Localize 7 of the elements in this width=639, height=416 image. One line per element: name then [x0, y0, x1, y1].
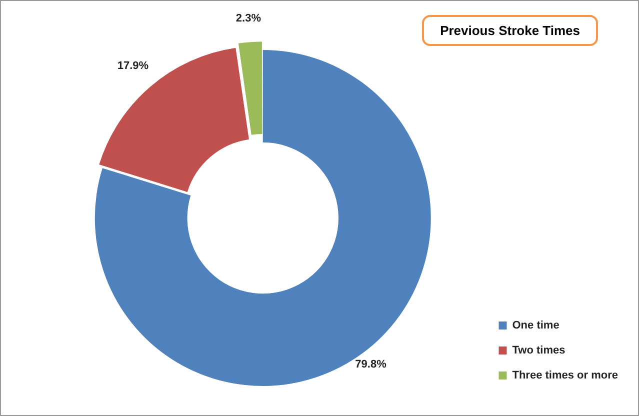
- legend-label: Two times: [512, 344, 566, 357]
- text: Previous Stroke Times: [422, 15, 598, 46]
- legend-label: Three times or more: [512, 370, 618, 382]
- data-label: 2.3%: [236, 12, 262, 25]
- data-label: 79.8%: [355, 358, 387, 371]
- legend-label: One time: [512, 320, 560, 332]
- data-label: 17.9%: [117, 60, 149, 72]
